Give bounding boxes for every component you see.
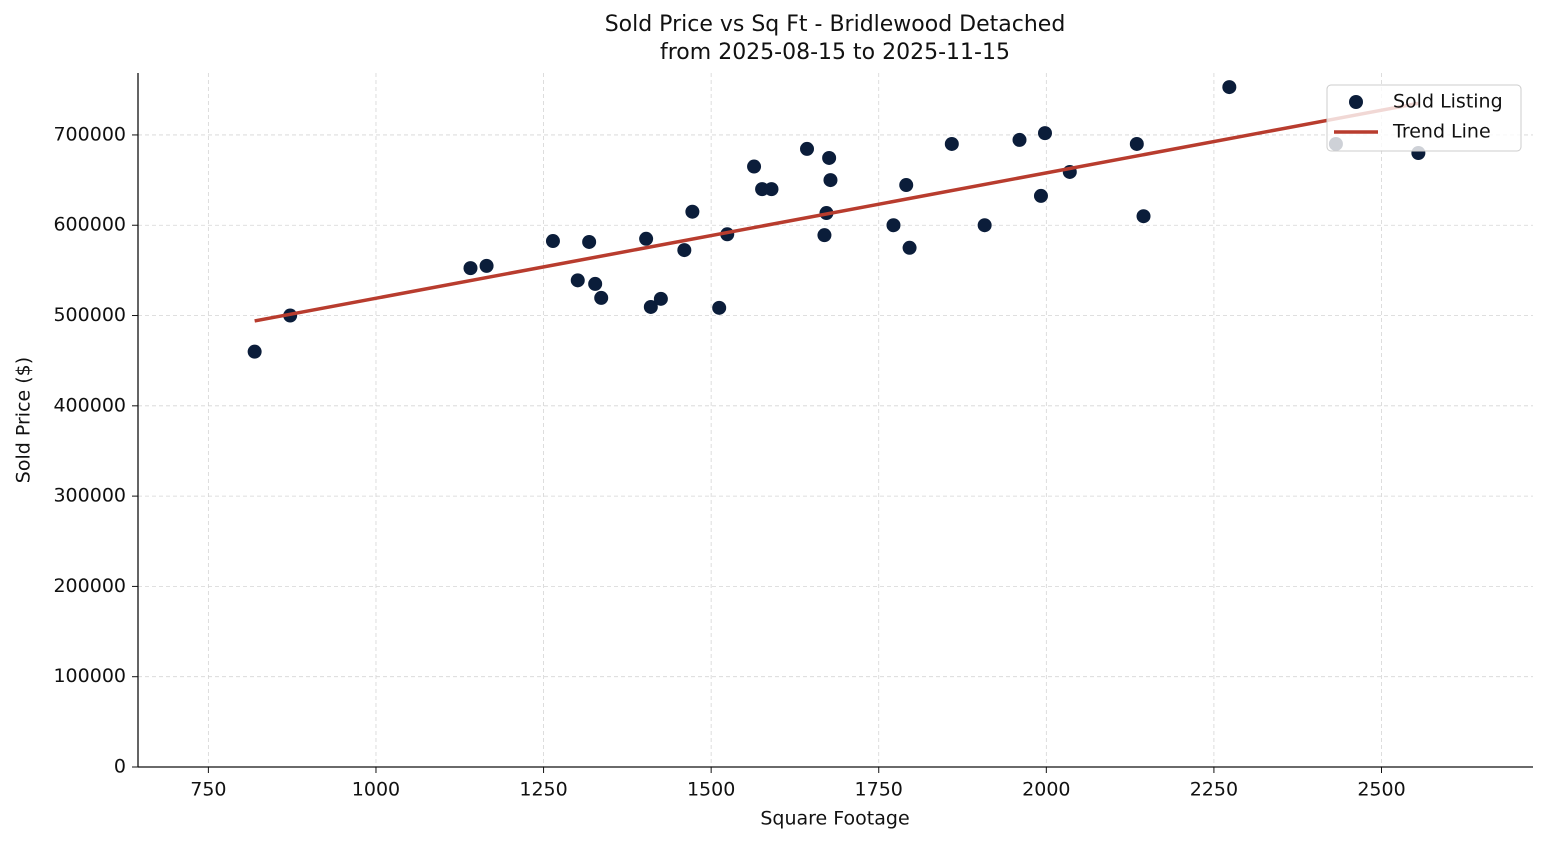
x-tick-label: 2250 xyxy=(1190,779,1238,801)
trend-line xyxy=(254,101,1419,323)
data-point xyxy=(747,159,762,174)
x-axis-label: Square Footage xyxy=(760,808,909,830)
y-tick-label: 400000 xyxy=(53,394,126,416)
x-tick-label: 1000 xyxy=(352,779,400,801)
data-point xyxy=(902,240,917,255)
x-tick-label: 1500 xyxy=(687,779,735,801)
plot-area xyxy=(247,80,1426,359)
y-tick-label: 200000 xyxy=(53,575,126,597)
y-tick-label: 300000 xyxy=(53,485,126,507)
data-point xyxy=(886,218,901,233)
y-tick-label: 700000 xyxy=(53,123,126,145)
y-axis-label: Sold Price ($) xyxy=(13,357,35,483)
data-point xyxy=(712,300,727,315)
data-point xyxy=(1222,80,1237,95)
data-point xyxy=(1037,126,1052,141)
data-point xyxy=(545,234,560,249)
x-tick-label: 1250 xyxy=(519,779,567,801)
x-tick-label: 1750 xyxy=(855,779,903,801)
y-tick-label: 600000 xyxy=(53,214,126,236)
data-point xyxy=(247,344,262,359)
data-point xyxy=(800,141,815,156)
x-tick-label: 750 xyxy=(190,779,226,801)
y-tick-label: 100000 xyxy=(53,665,126,687)
chart-subtitle: from 2025-08-15 to 2025-11-15 xyxy=(660,40,1010,65)
data-point xyxy=(944,136,959,151)
data-point xyxy=(639,231,654,246)
data-point xyxy=(899,178,914,193)
legend: Sold Listing Trend Line xyxy=(1326,84,1522,152)
data-point xyxy=(677,243,692,258)
y-tick-label: 0 xyxy=(114,756,126,778)
data-point xyxy=(1012,132,1027,147)
data-point xyxy=(817,228,832,243)
data-point xyxy=(594,290,609,305)
data-point xyxy=(1129,136,1144,151)
data-point xyxy=(653,291,668,306)
data-point xyxy=(1033,188,1048,203)
data-point xyxy=(479,258,494,273)
data-point xyxy=(463,261,478,276)
legend-box xyxy=(1326,84,1522,152)
legend-label: Sold Listing xyxy=(1393,91,1503,113)
legend-symbol xyxy=(1349,95,1363,109)
data-point xyxy=(588,276,603,291)
legend-label: Trend Line xyxy=(1392,121,1491,143)
grid: 750 1000 1250 1500 1750 2000 2250 2500 0 100000 20… xyxy=(53,73,1533,801)
data-point xyxy=(582,234,597,249)
x-tick-label: 2000 xyxy=(1022,779,1070,801)
chart-title: Sold Price vs Sq Ft - Bridlewood Detache… xyxy=(605,12,1066,37)
data-point xyxy=(977,218,992,233)
data-point xyxy=(1136,209,1151,224)
data-point xyxy=(822,150,837,165)
x-tick-label: 2500 xyxy=(1357,779,1405,801)
data-point xyxy=(764,182,779,197)
data-point xyxy=(643,299,658,314)
data-point xyxy=(823,173,838,188)
data-point xyxy=(685,204,700,219)
y-tick-label: 500000 xyxy=(53,304,126,326)
data-point xyxy=(570,273,585,288)
